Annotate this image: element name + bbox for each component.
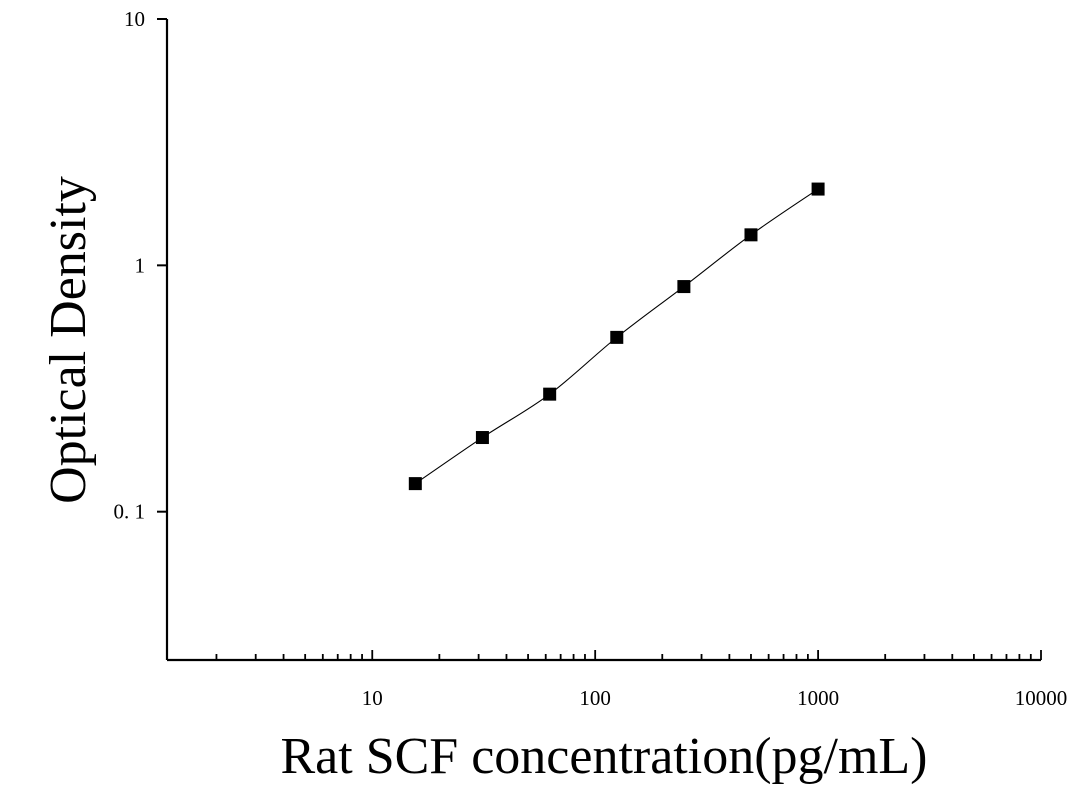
data-point-marker: [811, 182, 825, 196]
x-tick-label: 1000: [797, 686, 839, 710]
tick-marks: [157, 18, 1042, 660]
tick-labels: 10 100 1000 10000 0. 1 1 10: [114, 7, 1068, 710]
y-axis-title: Optical Density: [40, 176, 97, 504]
y-tick-label: 0. 1: [114, 500, 146, 524]
y-tick-label: 10: [124, 7, 145, 31]
x-axis-title: Rat SCF concentration(pg/mL): [280, 728, 927, 785]
y-tick-label: 1: [135, 253, 146, 277]
x-tick-label: 100: [579, 686, 611, 710]
axes: [165, 19, 1041, 662]
data-point-marker: [744, 228, 758, 242]
x-tick-label: 10: [362, 686, 383, 710]
data-points: [408, 182, 825, 491]
data-point-marker: [677, 280, 691, 294]
data-point-marker: [543, 387, 557, 401]
data-point-marker: [610, 330, 624, 344]
x-tick-label: 10000: [1015, 686, 1068, 710]
data-point-marker: [408, 477, 422, 491]
data-point-marker: [475, 431, 489, 445]
